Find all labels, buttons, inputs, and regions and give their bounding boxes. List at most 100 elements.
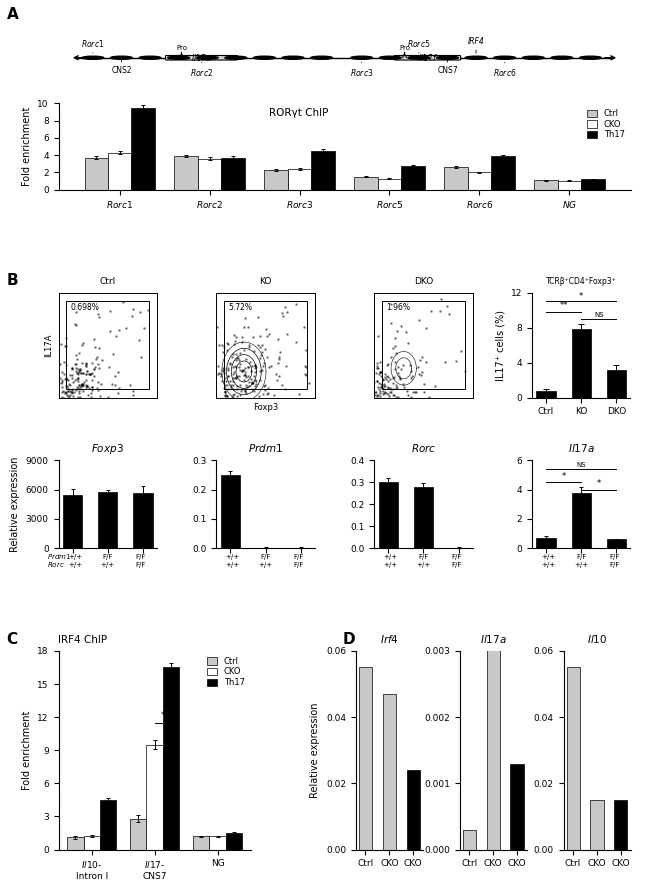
Point	[97, 352, 107, 366]
Point	[443, 307, 454, 321]
Bar	[84, 836, 100, 850]
Point	[240, 312, 250, 326]
Point	[228, 374, 239, 389]
Point	[248, 376, 259, 390]
Point	[235, 346, 245, 360]
Point	[250, 359, 260, 373]
Legend: Ctrl, CKO, Th17: Ctrl, CKO, Th17	[205, 655, 246, 689]
Point	[255, 364, 265, 378]
Point	[259, 379, 269, 393]
Point	[229, 337, 240, 351]
Point	[108, 347, 118, 361]
Point	[274, 351, 284, 366]
Point	[398, 380, 409, 394]
Bar	[534, 181, 558, 189]
Point	[67, 360, 77, 374]
Point	[396, 362, 406, 376]
Point	[250, 380, 260, 394]
Bar	[567, 667, 580, 850]
Point	[75, 380, 86, 394]
Text: +/+: +/+	[384, 553, 398, 559]
Point	[55, 371, 65, 385]
Point	[219, 381, 229, 396]
Point	[393, 360, 404, 374]
Point	[379, 380, 389, 394]
Point	[370, 388, 380, 402]
Point	[263, 387, 273, 401]
Point	[85, 367, 96, 381]
Bar	[614, 800, 627, 850]
Point	[232, 389, 242, 404]
Point	[417, 366, 427, 380]
Point	[243, 380, 254, 394]
Point	[77, 356, 87, 370]
Point	[93, 307, 103, 321]
Point	[263, 381, 273, 396]
Bar	[66, 301, 150, 389]
Point	[388, 376, 398, 390]
Point	[228, 382, 239, 396]
Ellipse shape	[196, 56, 218, 59]
Point	[57, 373, 67, 388]
Ellipse shape	[282, 56, 304, 59]
Point	[222, 342, 232, 357]
Point	[247, 359, 257, 373]
Point	[62, 388, 72, 402]
Text: $Rorc6$: $Rorc6$	[493, 67, 517, 78]
Bar	[221, 475, 240, 548]
Point	[451, 354, 462, 368]
Point	[224, 357, 235, 371]
Text: F/F: F/F	[576, 553, 586, 559]
Point	[217, 361, 228, 375]
Point	[370, 385, 381, 399]
Point	[266, 358, 277, 373]
Point	[65, 378, 75, 392]
Title: $\mathit{Prdm1}$: $\mathit{Prdm1}$	[248, 442, 283, 454]
Point	[113, 365, 124, 379]
Point	[261, 329, 272, 343]
Bar	[146, 745, 162, 850]
Point	[376, 380, 386, 394]
Point	[397, 377, 408, 391]
Point	[442, 298, 452, 312]
Point	[264, 360, 274, 374]
Bar	[378, 482, 398, 548]
Point	[94, 342, 104, 356]
Point	[220, 384, 230, 398]
Point	[219, 340, 229, 354]
Point	[229, 371, 240, 385]
Point	[227, 390, 238, 404]
Point	[72, 352, 82, 366]
Point	[128, 388, 138, 402]
Point	[374, 382, 384, 396]
Point	[434, 304, 445, 318]
Point	[300, 366, 311, 381]
Point	[81, 381, 92, 395]
Point	[263, 327, 274, 341]
Bar	[571, 329, 591, 397]
Point	[238, 363, 248, 377]
Text: +/+: +/+	[226, 553, 240, 559]
Point	[389, 355, 400, 369]
Point	[246, 372, 256, 386]
Point	[378, 373, 388, 387]
Point	[226, 378, 236, 392]
Point	[405, 358, 415, 372]
Point	[270, 367, 281, 381]
Point	[64, 389, 74, 404]
Point	[220, 385, 231, 399]
Point	[220, 378, 230, 392]
Point	[66, 386, 77, 400]
Point	[262, 388, 272, 402]
Point	[73, 367, 83, 381]
Point	[67, 385, 77, 399]
Ellipse shape	[465, 56, 487, 59]
Point	[385, 297, 396, 312]
Point	[87, 382, 98, 396]
Text: Pro: Pro	[176, 45, 187, 51]
Point	[71, 382, 81, 396]
Point	[387, 342, 398, 356]
Point	[72, 381, 83, 395]
Point	[396, 319, 406, 333]
Point	[89, 340, 99, 354]
